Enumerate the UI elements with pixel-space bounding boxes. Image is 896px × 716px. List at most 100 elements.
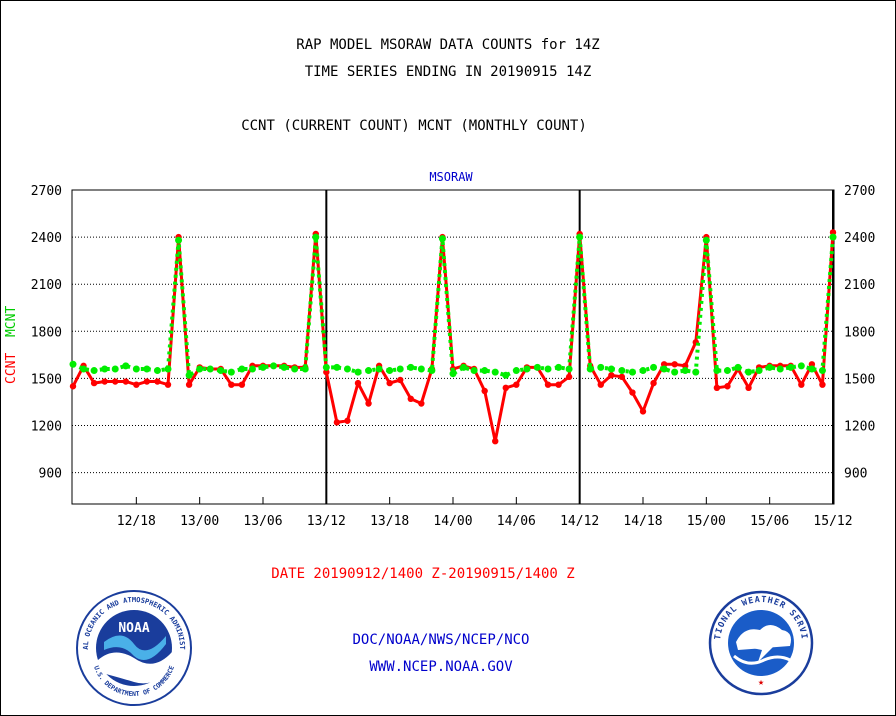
data-point-ccnt bbox=[608, 372, 615, 379]
data-point-ccnt bbox=[386, 379, 393, 387]
data-point-mcnt bbox=[713, 367, 721, 375]
data-point-mcnt bbox=[460, 363, 468, 371]
data-point-ccnt bbox=[513, 381, 520, 388]
y-tick-label-right: 900 bbox=[844, 467, 867, 482]
data-point-ccnt bbox=[565, 373, 573, 381]
data-point-mcnt bbox=[438, 235, 446, 243]
data-point-mcnt bbox=[481, 367, 489, 375]
x-tick-label: 14/12 bbox=[560, 514, 599, 529]
data-point-mcnt bbox=[449, 370, 457, 378]
data-point-mcnt bbox=[343, 365, 351, 373]
data-point-ccnt bbox=[90, 379, 98, 387]
data-point-mcnt bbox=[69, 360, 77, 368]
chart-title-line1: RAP MODEL MSORAW DATA COUNTS for 14Z bbox=[296, 37, 600, 53]
y-tick-label-right: 1500 bbox=[844, 372, 875, 387]
data-point-ccnt bbox=[819, 381, 826, 388]
data-point-mcnt bbox=[533, 363, 541, 371]
y-tick-label-left: 900 bbox=[39, 467, 62, 482]
data-point-ccnt bbox=[133, 381, 140, 388]
data-point-mcnt bbox=[797, 362, 805, 370]
data-point-ccnt bbox=[397, 376, 404, 384]
y-tick-label-left: 2400 bbox=[31, 231, 62, 246]
data-point-mcnt bbox=[745, 368, 753, 376]
data-point-ccnt bbox=[502, 384, 509, 392]
x-tick-label: 15/06 bbox=[750, 514, 789, 529]
data-point-ccnt bbox=[713, 384, 721, 392]
data-point-ccnt bbox=[798, 381, 805, 388]
data-point-mcnt bbox=[671, 368, 679, 376]
data-point-mcnt bbox=[512, 367, 520, 375]
x-tick-label: 13/06 bbox=[243, 514, 282, 529]
data-point-mcnt bbox=[396, 365, 404, 373]
data-point-mcnt bbox=[365, 367, 373, 375]
data-point-mcnt bbox=[734, 363, 742, 371]
data-point-ccnt bbox=[671, 361, 678, 368]
data-point-mcnt bbox=[586, 365, 594, 373]
data-point-mcnt bbox=[259, 363, 267, 371]
data-point-mcnt bbox=[227, 368, 235, 376]
data-point-mcnt bbox=[238, 365, 246, 373]
x-tick-label: 14/06 bbox=[497, 514, 536, 529]
data-point-ccnt bbox=[365, 400, 372, 407]
x-tick-label: 14/00 bbox=[433, 514, 472, 529]
data-point-ccnt bbox=[544, 381, 552, 388]
data-point-mcnt bbox=[692, 368, 700, 376]
data-point-mcnt bbox=[565, 365, 573, 373]
data-point-ccnt bbox=[492, 438, 499, 445]
data-point-mcnt bbox=[491, 368, 499, 376]
x-tick-label: 15/00 bbox=[687, 514, 726, 529]
data-point-mcnt bbox=[702, 236, 710, 244]
data-point-ccnt bbox=[354, 379, 362, 387]
x-tick-label: 12/18 bbox=[117, 514, 156, 529]
chart-subtitle: CCNT (CURRENT COUNT) MCNT (MONTHLY COUNT… bbox=[241, 118, 587, 134]
data-point-ccnt bbox=[143, 378, 151, 385]
data-point-ccnt bbox=[481, 387, 488, 395]
data-point-mcnt bbox=[122, 362, 130, 370]
x-tick-label: 14/18 bbox=[623, 514, 662, 529]
data-point-mcnt bbox=[248, 365, 256, 373]
chart-title-line2: TIME SERIES ENDING IN 20190915 14Z bbox=[304, 64, 592, 80]
data-point-ccnt bbox=[639, 408, 647, 415]
url-link[interactable]: WWW.NCEP.NOAA.GOV bbox=[369, 659, 513, 675]
data-point-mcnt bbox=[818, 367, 826, 375]
data-point-mcnt bbox=[80, 365, 88, 373]
data-point-ccnt bbox=[154, 378, 161, 385]
data-point-mcnt bbox=[291, 365, 299, 373]
date-range: DATE 20190912/1400 Z-20190915/1400 Z bbox=[271, 566, 575, 582]
data-point-mcnt bbox=[607, 365, 615, 373]
data-point-mcnt bbox=[660, 365, 668, 373]
data-point-mcnt bbox=[555, 363, 563, 371]
data-point-mcnt bbox=[132, 365, 140, 373]
data-point-mcnt bbox=[164, 365, 172, 373]
svg-text:★: ★ bbox=[758, 677, 764, 688]
x-tick-label: 13/18 bbox=[370, 514, 409, 529]
data-point-ccnt bbox=[629, 389, 636, 396]
data-point-mcnt bbox=[723, 367, 731, 375]
data-point-mcnt bbox=[206, 365, 214, 373]
data-point-mcnt bbox=[90, 367, 98, 375]
data-point-mcnt bbox=[787, 363, 795, 371]
data-point-mcnt bbox=[417, 365, 425, 373]
data-point-mcnt bbox=[544, 365, 552, 373]
data-point-mcnt bbox=[185, 371, 193, 379]
data-point-ccnt bbox=[597, 381, 604, 388]
data-point-mcnt bbox=[280, 363, 288, 371]
y-tick-label-right: 1800 bbox=[844, 325, 875, 340]
plot-title: MSORAW bbox=[429, 170, 473, 184]
noaa-logo-text: NOAA bbox=[118, 621, 149, 636]
y-tick-label-right: 2100 bbox=[844, 278, 875, 293]
y-tick-label-right: 2700 bbox=[844, 184, 875, 199]
y-label-mcnt: MCNT bbox=[4, 305, 19, 338]
data-point-ccnt bbox=[112, 378, 119, 385]
data-point-mcnt bbox=[628, 368, 636, 376]
data-point-mcnt bbox=[766, 363, 774, 371]
data-point-ccnt bbox=[724, 383, 731, 390]
data-point-mcnt bbox=[153, 367, 161, 375]
nws-logo-icon: ★ NATIONAL WEATHER SERVICE bbox=[708, 590, 814, 696]
data-point-mcnt bbox=[576, 233, 584, 241]
data-point-mcnt bbox=[502, 371, 510, 379]
data-point-ccnt bbox=[618, 373, 626, 381]
data-point-mcnt bbox=[270, 362, 278, 370]
x-tick-label: 15/12 bbox=[813, 514, 852, 529]
data-point-ccnt bbox=[418, 400, 425, 407]
